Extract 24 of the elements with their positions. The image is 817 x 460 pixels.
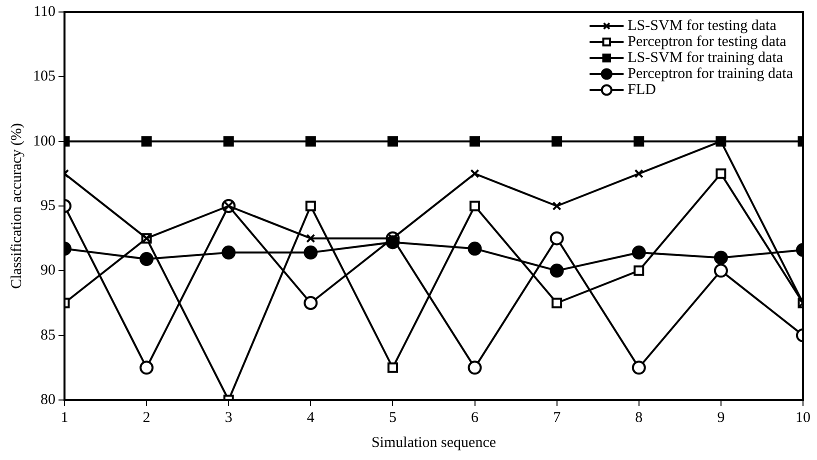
x-tick-label: 4 (306, 410, 315, 426)
legend-label: LS-SVM for testing data (628, 18, 777, 34)
legend-label: Perceptron for testing data (628, 34, 787, 50)
x-tick-label: 9 (717, 410, 725, 426)
x-tick-label: 8 (635, 410, 643, 426)
x-tick-label: 6 (471, 410, 480, 426)
x-tick-label: 10 (796, 410, 810, 426)
x-tick-label: 5 (388, 410, 396, 426)
y-axis-title: Classification accuracy (%) (8, 123, 25, 289)
legend-label: Perceptron for training data (628, 66, 794, 82)
y-tick-label: 100 (33, 133, 56, 150)
x-tick-label: 3 (224, 410, 232, 426)
y-tick-label: 95 (40, 198, 56, 214)
legend-label: FLD (628, 82, 656, 98)
y-tick-label: 90 (40, 262, 56, 279)
x-tick-label: 7 (553, 410, 562, 426)
x-axis-title: Simulation sequence (371, 434, 496, 451)
y-tick-label: 80 (40, 392, 56, 408)
y-tick-label: 110 (34, 4, 56, 20)
x-tick-label: 2 (142, 410, 150, 426)
legend-label: LS-SVM for training data (628, 50, 784, 66)
x-tick-label: 1 (60, 410, 68, 426)
y-tick-label: 105 (33, 68, 56, 85)
y-tick-label: 85 (40, 327, 56, 344)
